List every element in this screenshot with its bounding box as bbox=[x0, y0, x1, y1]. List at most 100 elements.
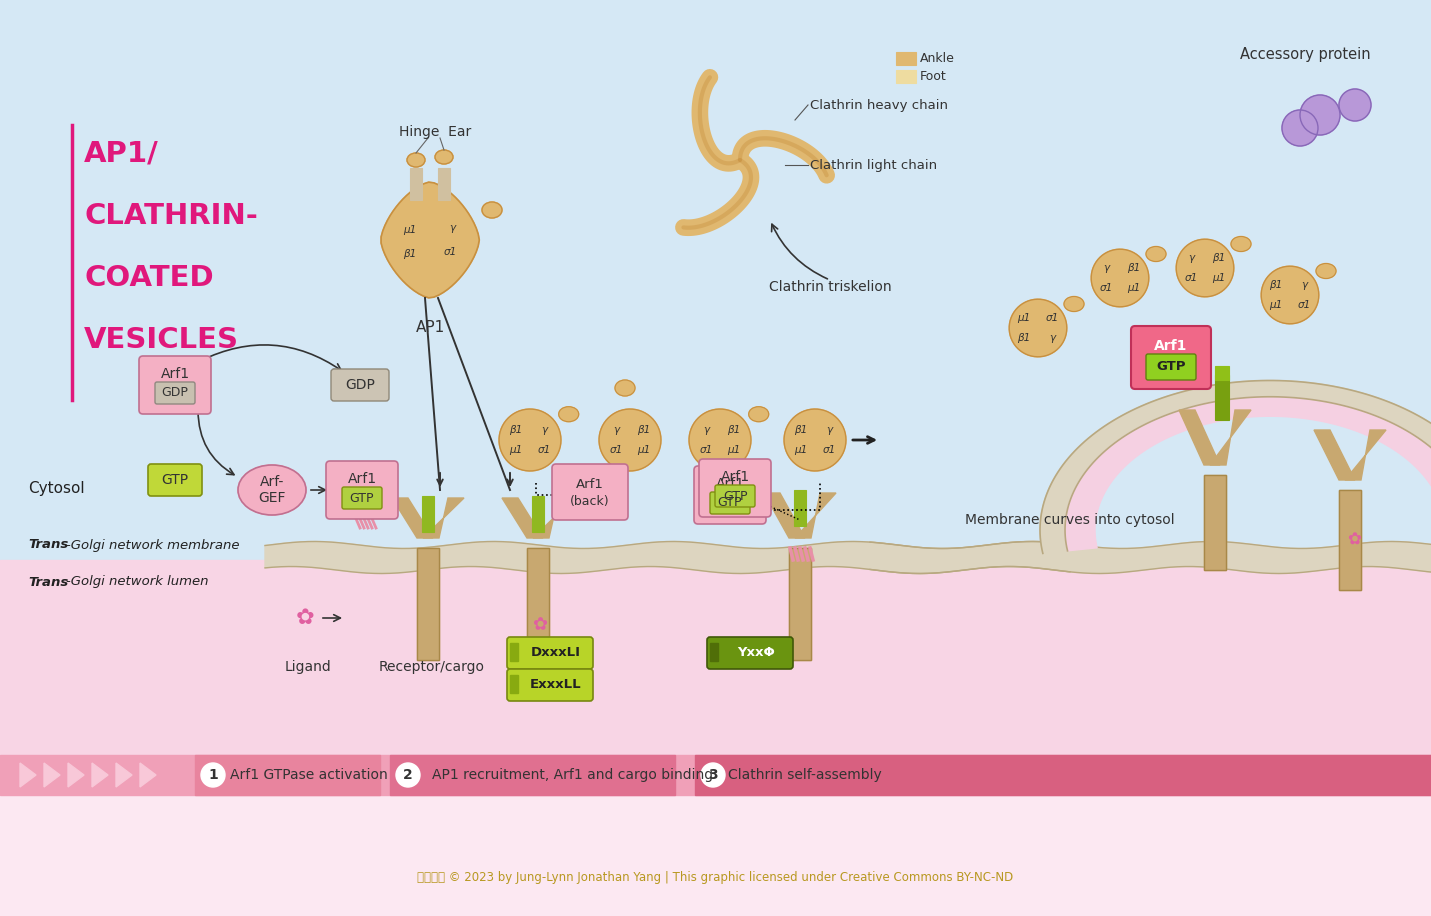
Ellipse shape bbox=[748, 407, 768, 421]
Text: σ1: σ1 bbox=[700, 445, 713, 455]
Text: β1: β1 bbox=[1212, 253, 1225, 263]
Polygon shape bbox=[1009, 300, 1066, 357]
Bar bbox=[509, 675, 518, 693]
FancyBboxPatch shape bbox=[694, 466, 766, 524]
Ellipse shape bbox=[435, 150, 454, 164]
Polygon shape bbox=[116, 763, 132, 787]
Polygon shape bbox=[870, 541, 1070, 573]
Text: β1: β1 bbox=[794, 425, 807, 435]
Text: σ1: σ1 bbox=[610, 445, 622, 455]
Text: σ1: σ1 bbox=[1099, 283, 1113, 293]
Polygon shape bbox=[764, 493, 806, 538]
FancyBboxPatch shape bbox=[1146, 354, 1196, 380]
Polygon shape bbox=[140, 763, 156, 787]
Text: GTP: GTP bbox=[162, 473, 189, 487]
Bar bbox=[695, 755, 1431, 795]
Text: Receptor/cargo: Receptor/cargo bbox=[379, 660, 485, 674]
Text: Arf1 GTPase activation: Arf1 GTPase activation bbox=[230, 768, 388, 782]
Polygon shape bbox=[1040, 380, 1431, 553]
Text: γ: γ bbox=[449, 223, 455, 233]
FancyBboxPatch shape bbox=[342, 487, 382, 509]
Text: Trans: Trans bbox=[29, 575, 69, 588]
Bar bbox=[896, 70, 916, 83]
Bar bbox=[0, 560, 1431, 760]
Text: ✿: ✿ bbox=[1347, 531, 1361, 549]
Text: μ1: μ1 bbox=[727, 445, 741, 455]
Polygon shape bbox=[532, 498, 574, 538]
Text: γ: γ bbox=[612, 425, 620, 435]
Text: σ1: σ1 bbox=[823, 445, 836, 455]
FancyBboxPatch shape bbox=[155, 382, 195, 404]
FancyBboxPatch shape bbox=[139, 356, 210, 414]
Bar bbox=[794, 490, 806, 526]
Text: β1: β1 bbox=[637, 425, 651, 435]
Bar bbox=[1215, 366, 1229, 380]
Bar bbox=[532, 496, 544, 532]
Text: μ1: μ1 bbox=[1017, 313, 1030, 323]
Text: CLATHRIN-: CLATHRIN- bbox=[84, 202, 258, 230]
Polygon shape bbox=[1345, 430, 1387, 480]
Text: μ1: μ1 bbox=[404, 225, 416, 235]
Text: COATED: COATED bbox=[84, 264, 213, 292]
Text: Foot: Foot bbox=[920, 70, 947, 82]
Polygon shape bbox=[499, 409, 561, 471]
Ellipse shape bbox=[238, 465, 306, 515]
Text: σ1: σ1 bbox=[538, 445, 551, 455]
Text: GDP: GDP bbox=[162, 387, 189, 399]
FancyBboxPatch shape bbox=[507, 669, 592, 701]
Text: Arf1: Arf1 bbox=[348, 472, 376, 486]
Polygon shape bbox=[381, 182, 479, 298]
Ellipse shape bbox=[1231, 236, 1251, 252]
Text: Clathrin self-assembly: Clathrin self-assembly bbox=[728, 768, 881, 782]
Polygon shape bbox=[1179, 410, 1221, 465]
Ellipse shape bbox=[1065, 297, 1085, 311]
Text: β1: β1 bbox=[404, 249, 416, 259]
Text: γ: γ bbox=[1049, 333, 1055, 343]
Bar bbox=[422, 496, 434, 532]
Text: γ: γ bbox=[1301, 280, 1307, 290]
Text: Clathrin heavy chain: Clathrin heavy chain bbox=[810, 99, 947, 112]
Bar bbox=[0, 0, 1431, 560]
Text: GTP: GTP bbox=[723, 489, 747, 503]
Polygon shape bbox=[20, 763, 36, 787]
Circle shape bbox=[396, 763, 421, 787]
Bar bbox=[710, 643, 718, 661]
Polygon shape bbox=[1176, 239, 1234, 297]
Text: GTP: GTP bbox=[349, 492, 375, 505]
Bar bbox=[1215, 375, 1229, 420]
Polygon shape bbox=[1261, 267, 1319, 323]
Text: ✿: ✿ bbox=[532, 616, 548, 634]
Text: μ1: μ1 bbox=[1128, 283, 1141, 293]
Polygon shape bbox=[527, 548, 550, 660]
Text: Ligand: Ligand bbox=[285, 660, 332, 674]
Bar bbox=[391, 755, 675, 795]
Ellipse shape bbox=[1146, 246, 1166, 261]
Polygon shape bbox=[600, 409, 661, 471]
Text: Membrane curves into cytosol: Membrane curves into cytosol bbox=[964, 513, 1175, 527]
FancyBboxPatch shape bbox=[147, 464, 202, 496]
Polygon shape bbox=[416, 548, 439, 660]
FancyBboxPatch shape bbox=[326, 461, 398, 519]
Text: μ1: μ1 bbox=[509, 445, 522, 455]
Text: Cytosol: Cytosol bbox=[29, 481, 84, 496]
Text: Ankle: Ankle bbox=[920, 51, 954, 64]
FancyBboxPatch shape bbox=[698, 459, 771, 517]
Ellipse shape bbox=[482, 202, 502, 218]
Polygon shape bbox=[44, 763, 60, 787]
Text: Arf1: Arf1 bbox=[716, 477, 744, 491]
Text: 3: 3 bbox=[708, 768, 718, 782]
Text: Arf1: Arf1 bbox=[1155, 339, 1188, 353]
FancyBboxPatch shape bbox=[716, 485, 756, 507]
Polygon shape bbox=[502, 498, 542, 538]
Text: Accessory protein: Accessory protein bbox=[1239, 48, 1371, 62]
Text: 1: 1 bbox=[207, 768, 218, 782]
Text: ⒸⓘⓈⓆ © 2023 by Jung-Lynn Jonathan Yang | This graphic licensed under Creative Co: ⒸⓘⓈⓆ © 2023 by Jung-Lynn Jonathan Yang |… bbox=[416, 871, 1013, 885]
Text: σ1: σ1 bbox=[1185, 273, 1198, 283]
Polygon shape bbox=[1203, 475, 1226, 570]
Ellipse shape bbox=[615, 380, 635, 396]
Text: ExxxLL: ExxxLL bbox=[531, 679, 582, 692]
Polygon shape bbox=[424, 498, 464, 538]
Text: Clathrin triskelion: Clathrin triskelion bbox=[768, 280, 892, 294]
Polygon shape bbox=[796, 493, 836, 538]
Polygon shape bbox=[1211, 410, 1251, 465]
